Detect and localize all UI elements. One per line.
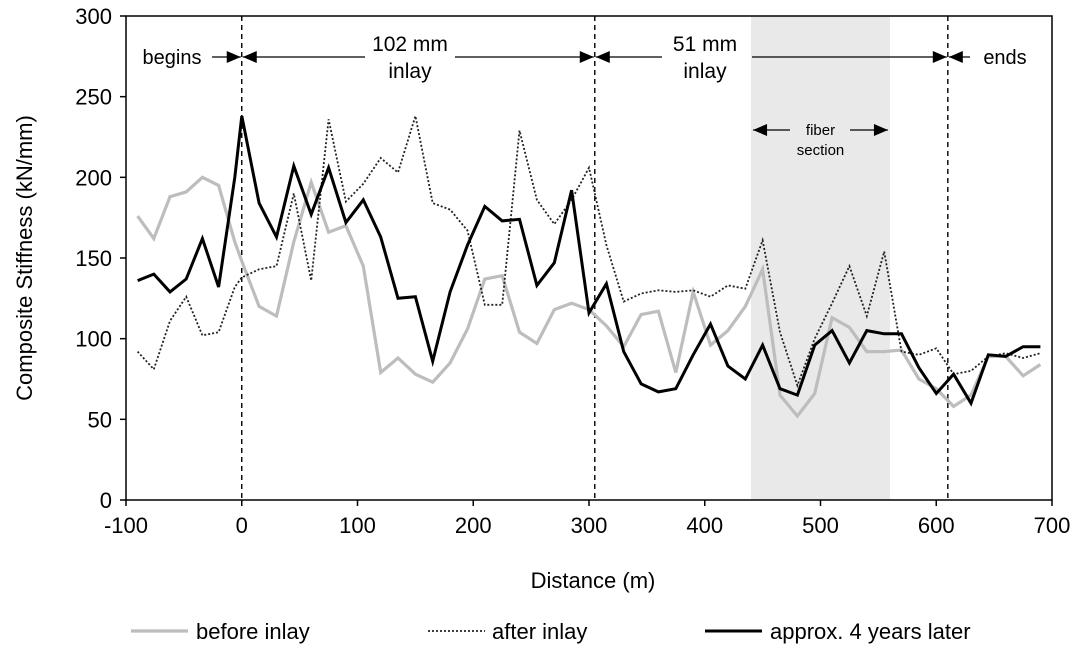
- x-axis-label: Distance (m): [531, 568, 656, 593]
- ends-label: ends: [983, 47, 1026, 69]
- inlay-51-label: 51 mm: [673, 33, 737, 56]
- y-tick-label: 200: [75, 165, 112, 190]
- arrow-head: [932, 51, 947, 63]
- y-tick-label: 50: [88, 407, 112, 432]
- series-line-after-inlay: [136, 115, 1041, 389]
- x-tick-label: 500: [802, 513, 839, 538]
- x-tick-label: 0: [236, 513, 248, 538]
- inlay-102-sublabel: inlay: [388, 60, 432, 83]
- y-axis-label: Composite Stiffness (kN/mm): [12, 115, 37, 401]
- x-tick-label: 600: [918, 513, 955, 538]
- fiber-label: fiber: [806, 122, 835, 139]
- plot-frame: [125, 15, 1053, 501]
- x-tick-label: 200: [455, 513, 492, 538]
- x-tick-label: -100: [104, 513, 148, 538]
- inlay-102-label: 102 mm: [372, 33, 448, 56]
- inlay-51-sublabel: inlay: [683, 60, 727, 83]
- legend-label: after inlay: [492, 619, 587, 644]
- y-tick-label: 150: [75, 246, 112, 271]
- series-line-approx-4-years-later: [137, 115, 1041, 407]
- annotations: begins 102 mm inlay 51 mm inlay ends fiber sect…: [143, 33, 1027, 159]
- y-tick-label: 0: [100, 488, 112, 513]
- series-line-before-inlay: [136, 175, 1042, 419]
- y-tick-label: 100: [75, 327, 112, 352]
- arrow-head: [579, 51, 594, 63]
- legend: before inlay after inlay approx. 4 years l…: [131, 619, 971, 644]
- arrow-head: [226, 51, 241, 63]
- y-tick-label: 250: [75, 85, 112, 110]
- legend-label: approx. 4 years later: [770, 619, 971, 644]
- x-tick-label: 100: [339, 513, 376, 538]
- series-group: [136, 115, 1042, 419]
- begins-label: begins: [143, 47, 202, 69]
- legend-label: before inlay: [196, 619, 310, 644]
- y-tick-label: 300: [75, 4, 112, 29]
- arrow-head: [873, 124, 888, 136]
- fiber-section-band: [751, 16, 890, 500]
- fiber-sublabel: section: [797, 142, 845, 159]
- x-tick-label: 700: [1034, 513, 1071, 538]
- x-tick-label: 300: [571, 513, 608, 538]
- x-tick-label: 400: [686, 513, 723, 538]
